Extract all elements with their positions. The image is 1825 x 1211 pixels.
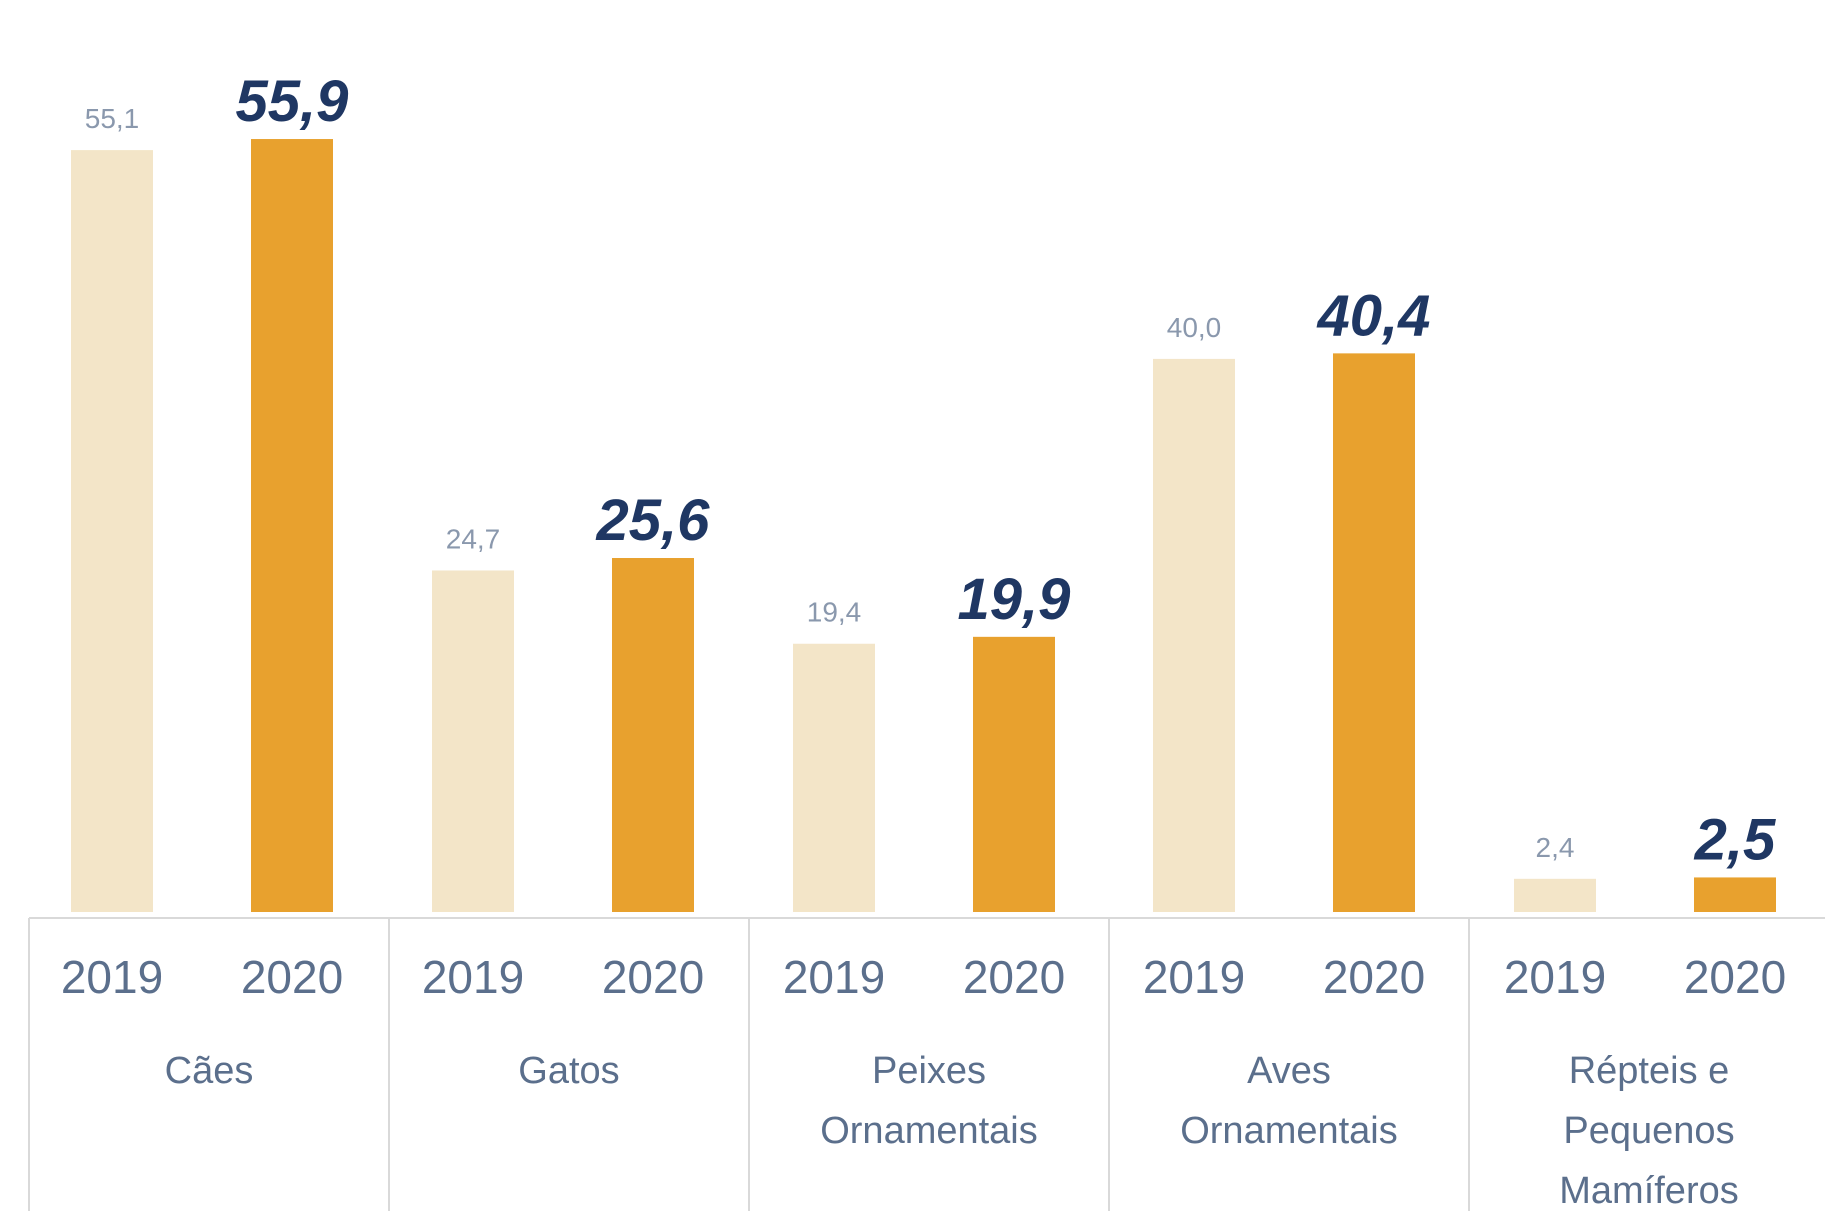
year-tick-2019-2: 2019 [783, 951, 885, 1003]
year-tick-2020-2: 2020 [963, 951, 1065, 1003]
value-labels-layer: 55,1 55,9 24,7 25,6 19,4 19,9 40,0 40,4 2,4 2,5 [85, 69, 1776, 872]
category-label-4-line-0: Répteis e [1569, 1050, 1730, 1092]
value-label-2019-4: 2,4 [1536, 832, 1575, 863]
category-label-4-line-1: Pequenos [1563, 1110, 1734, 1152]
bar-2020-0 [251, 139, 333, 912]
bar-2020-1 [612, 558, 694, 912]
value-label-2019-3: 40,0 [1167, 312, 1222, 343]
category-label-0-line-0: Cães [165, 1050, 254, 1092]
value-label-2019-2: 19,4 [807, 597, 862, 628]
year-tick-2020-4: 2020 [1684, 951, 1786, 1003]
bar-2020-3 [1333, 353, 1415, 913]
bar-2020-2 [973, 636, 1055, 912]
value-label-2020-0: 55,9 [236, 69, 349, 134]
bar-2020-4 [1694, 877, 1776, 912]
bars-layer [71, 139, 1776, 913]
value-label-2020-3: 40,4 [1317, 283, 1431, 348]
year-tick-2020-1: 2020 [602, 951, 704, 1003]
value-label-2019-0: 55,1 [85, 103, 140, 134]
value-label-2019-1: 24,7 [446, 523, 501, 554]
year-tick-2019-1: 2019 [422, 951, 524, 1003]
value-label-2020-2: 19,9 [958, 567, 1071, 632]
year-tick-2019-0: 2019 [61, 951, 163, 1003]
bar-2019-4 [1514, 878, 1596, 912]
value-label-2020-4: 2,5 [1694, 807, 1776, 872]
bar-2019-1 [432, 570, 514, 912]
category-label-2-line-1: Ornamentais [820, 1110, 1038, 1152]
value-label-2020-1: 25,6 [596, 488, 711, 553]
year-tick-2019-4: 2019 [1504, 951, 1606, 1003]
year-tick-2020-3: 2020 [1323, 951, 1425, 1003]
bar-2019-2 [793, 643, 875, 912]
category-axis: 2019 2020 Cães 2019 2020 Gatos 2019 2020 Peixes O… [28, 917, 1825, 1211]
bar-2019-0 [71, 150, 153, 913]
category-label-3-line-0: Aves [1247, 1050, 1331, 1092]
year-tick-2019-3: 2019 [1143, 951, 1245, 1003]
bar-2019-3 [1153, 358, 1235, 912]
category-label-2-line-0: Peixes [872, 1050, 986, 1092]
category-label-3-line-1: Ornamentais [1180, 1110, 1398, 1152]
year-tick-2020-0: 2020 [241, 951, 343, 1003]
category-label-4-line-2: Mamíferos [1559, 1170, 1738, 1211]
category-label-1-line-0: Gatos [518, 1050, 619, 1092]
